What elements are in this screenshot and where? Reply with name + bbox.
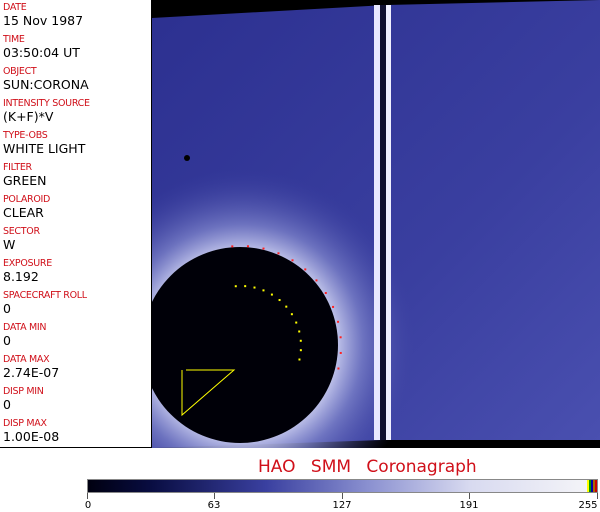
field-value: 0 [3,397,11,412]
field-label: DISP MAX [3,418,47,429]
field-value: 15 Nov 1987 [3,13,84,28]
field-value: 2.74E-07 [3,365,60,380]
field-label: EXPOSURE [3,258,52,269]
field-label: FILTER [3,162,32,173]
field-value: 0 [3,301,11,316]
field-label: POLAROID [3,194,51,205]
field-value: 0 [3,333,11,348]
field-value: GREEN [3,173,47,188]
field-value: (K+F)*V [3,109,54,124]
field-value: WHITE LIGHT [3,141,86,156]
colorbar-tick-label: 0 [84,500,92,511]
field-value: 03:50:04 UT [3,45,80,60]
colorbar [87,479,598,493]
field-label: SECTOR [3,226,40,237]
field-label: INTENSITY SOURCE [3,98,90,109]
field-label: TIME [3,34,25,45]
field-label: DATA MIN [3,322,47,333]
field-value: CLEAR [3,205,44,220]
colorbar-tick-label: 255 [578,500,598,511]
occulter-disk [152,247,338,443]
field-label: DATE [3,2,27,13]
field-value: SUN:CORONA [3,77,89,92]
colorbar-tick-label: 191 [459,500,479,511]
header-info-panel: DATE 15 Nov 1987 TIME 03:50:04 UT OBJECT S… [0,0,152,448]
field-label: DATA MAX [3,354,50,365]
colorbar-tick-label: 127 [332,500,352,511]
field-value: W [3,237,16,252]
plot-title: HAO SMM Coronagraph [258,457,477,477]
field-label: SPACECRAFT ROLL [3,290,87,301]
field-value: 1.00E-08 [3,429,60,444]
field-label: TYPE-OBS [3,130,48,141]
field-label: OBJECT [3,66,37,77]
colorbar-tick-label: 63 [207,500,221,511]
field-label: DISP MIN [3,386,44,397]
coronagraph-image [152,0,600,448]
field-value: 8.192 [3,269,39,284]
